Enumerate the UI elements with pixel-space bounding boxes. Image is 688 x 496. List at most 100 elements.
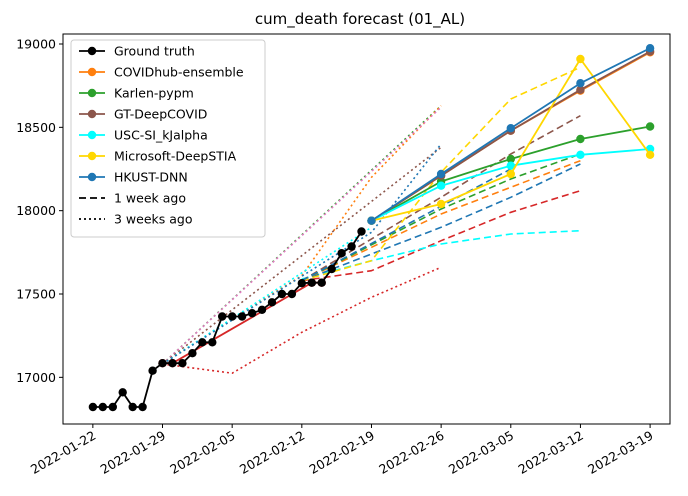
data-point-ground-truth (98, 402, 108, 412)
series-dotted-8c564b (162, 146, 442, 365)
legend-label: HKUST-DNN (114, 170, 188, 185)
series-solid-d62728 (158, 278, 326, 368)
data-point-ground-truth (168, 359, 177, 368)
data-point-hkust-dnn (436, 169, 446, 179)
data-point-ground-truth (267, 298, 277, 307)
series-dashed-ffd700 (301, 66, 581, 282)
series-line-gt-deepcovid (371, 50, 651, 222)
series-line-dotted-2ca02c (161, 105, 442, 365)
data-point-ground-truth (257, 305, 267, 314)
series-dashed-1f77b4 (301, 163, 581, 282)
legend-marker (87, 172, 97, 182)
series-line-dashed-ff7f0e (301, 159, 581, 282)
series-line-dotted-00ffff (162, 226, 372, 365)
y-tick-label: 19000 (16, 37, 56, 52)
chart-title: cum_death forecast (01_AL) (255, 10, 465, 29)
y-tick-label: 18000 (16, 203, 56, 218)
data-point-hkust-dnn (506, 124, 515, 133)
x-tick-label: 2022-02-12 (237, 428, 307, 477)
data-point-microsoft-deepstia (436, 199, 446, 209)
data-point-hkust-dnn (367, 216, 376, 225)
data-point-ground-truth (128, 402, 137, 412)
data-point-ground-truth (297, 279, 306, 288)
data-point-ground-truth (108, 402, 118, 412)
data-point-karlen-pypm (645, 122, 655, 131)
plot-frame (62, 33, 671, 425)
series-line-dashed-1f77b4 (301, 163, 581, 282)
data-point-ground-truth (148, 366, 157, 375)
series-line-covidhub-ensemble (371, 51, 651, 222)
series-line-dotted-e377c2 (161, 106, 442, 365)
x-tick-label: 2022-02-05 (167, 428, 237, 477)
y-tick-label: 18500 (16, 120, 56, 135)
x-tick-label: 2022-02-19 (307, 428, 377, 477)
x-tick-label: 2022-02-26 (376, 428, 446, 477)
data-point-ground-truth (88, 402, 98, 412)
series-dotted-2ca02c (161, 105, 442, 365)
data-point-ground-truth (327, 264, 336, 274)
y-tick-label: 17500 (16, 287, 56, 302)
data-point-karlen-pypm (506, 154, 515, 164)
data-point-ground-truth (237, 312, 247, 321)
series-dashed-2ca02c (301, 153, 581, 282)
data-point-ground-truth (317, 278, 326, 287)
series-hkust-dnn (367, 44, 655, 225)
series-dotted-1f77b4 (162, 143, 442, 365)
data-point-microsoft-deepstia (506, 169, 515, 179)
data-point-karlen-pypm (576, 134, 585, 144)
legend-label: 1 week ago (114, 191, 186, 206)
x-tick-label: 2022-01-22 (28, 428, 98, 477)
plot-area (88, 44, 655, 412)
data-point-ground-truth (307, 278, 316, 287)
data-point-ground-truth (158, 359, 167, 368)
data-point-gt-deepcovid (576, 85, 585, 95)
data-point-usc-si-kjalpha (506, 161, 515, 170)
legend-marker (87, 109, 97, 119)
series-group (88, 44, 655, 412)
y-tick-label: 17000 (16, 370, 56, 385)
data-point-ground-truth (198, 338, 207, 347)
legend-label: USC-SI_kJalpha (114, 128, 208, 143)
series-line-dashed-d62728 (301, 189, 581, 282)
legend-marker (87, 67, 97, 77)
legend-item: HKUST-DNN (79, 170, 188, 185)
legend-label: GT-DeepCOVID (114, 107, 207, 122)
data-point-ground-truth (277, 289, 287, 299)
legend-marker (87, 46, 97, 56)
series-dashed-ff7f0e (301, 159, 581, 282)
series-dotted-00ffff (162, 226, 372, 365)
data-point-ground-truth (228, 312, 237, 321)
data-point-microsoft-deepstia (645, 150, 655, 159)
x-tick-label: 2022-03-19 (585, 428, 655, 477)
legend-label: Microsoft-DeepSTIA (114, 149, 237, 164)
legend-label: 3 weeks ago (114, 212, 193, 227)
x-tick-label: 2022-01-29 (98, 428, 168, 477)
legend-item: 3 weeks ago (79, 212, 193, 227)
legend-item: USC-SI_kJalpha (79, 128, 208, 143)
legend-marker (87, 151, 97, 161)
series-dashed-d62728 (301, 189, 581, 282)
data-point-usc-si-kjalpha (436, 181, 446, 190)
legend-marker (87, 88, 97, 98)
data-point-hkust-dnn (576, 79, 585, 88)
data-point-ground-truth (337, 249, 346, 258)
data-point-ground-truth (357, 227, 366, 236)
series-line-dotted-1f77b4 (162, 143, 442, 365)
series-ground-truth (88, 227, 366, 412)
series-line-dashed-ffd700 (301, 66, 581, 282)
data-point-ground-truth (138, 402, 147, 412)
series-line-dashed-2ca02c (301, 153, 581, 282)
x-tick-label: 2022-03-05 (446, 428, 516, 477)
legend-item: Karlen-pypm (79, 86, 194, 101)
data-point-microsoft-deepstia (576, 54, 585, 64)
series-line-solid-d62728 (162, 281, 322, 365)
data-point-ground-truth (287, 289, 297, 299)
series-line-dotted-d62728 (162, 266, 442, 375)
legend-marker (87, 130, 97, 140)
data-point-usc-si-kjalpha (576, 150, 585, 159)
data-point-ground-truth (247, 309, 257, 318)
legend-item: COVIDhub-ensemble (79, 65, 244, 80)
data-point-ground-truth (347, 242, 356, 251)
